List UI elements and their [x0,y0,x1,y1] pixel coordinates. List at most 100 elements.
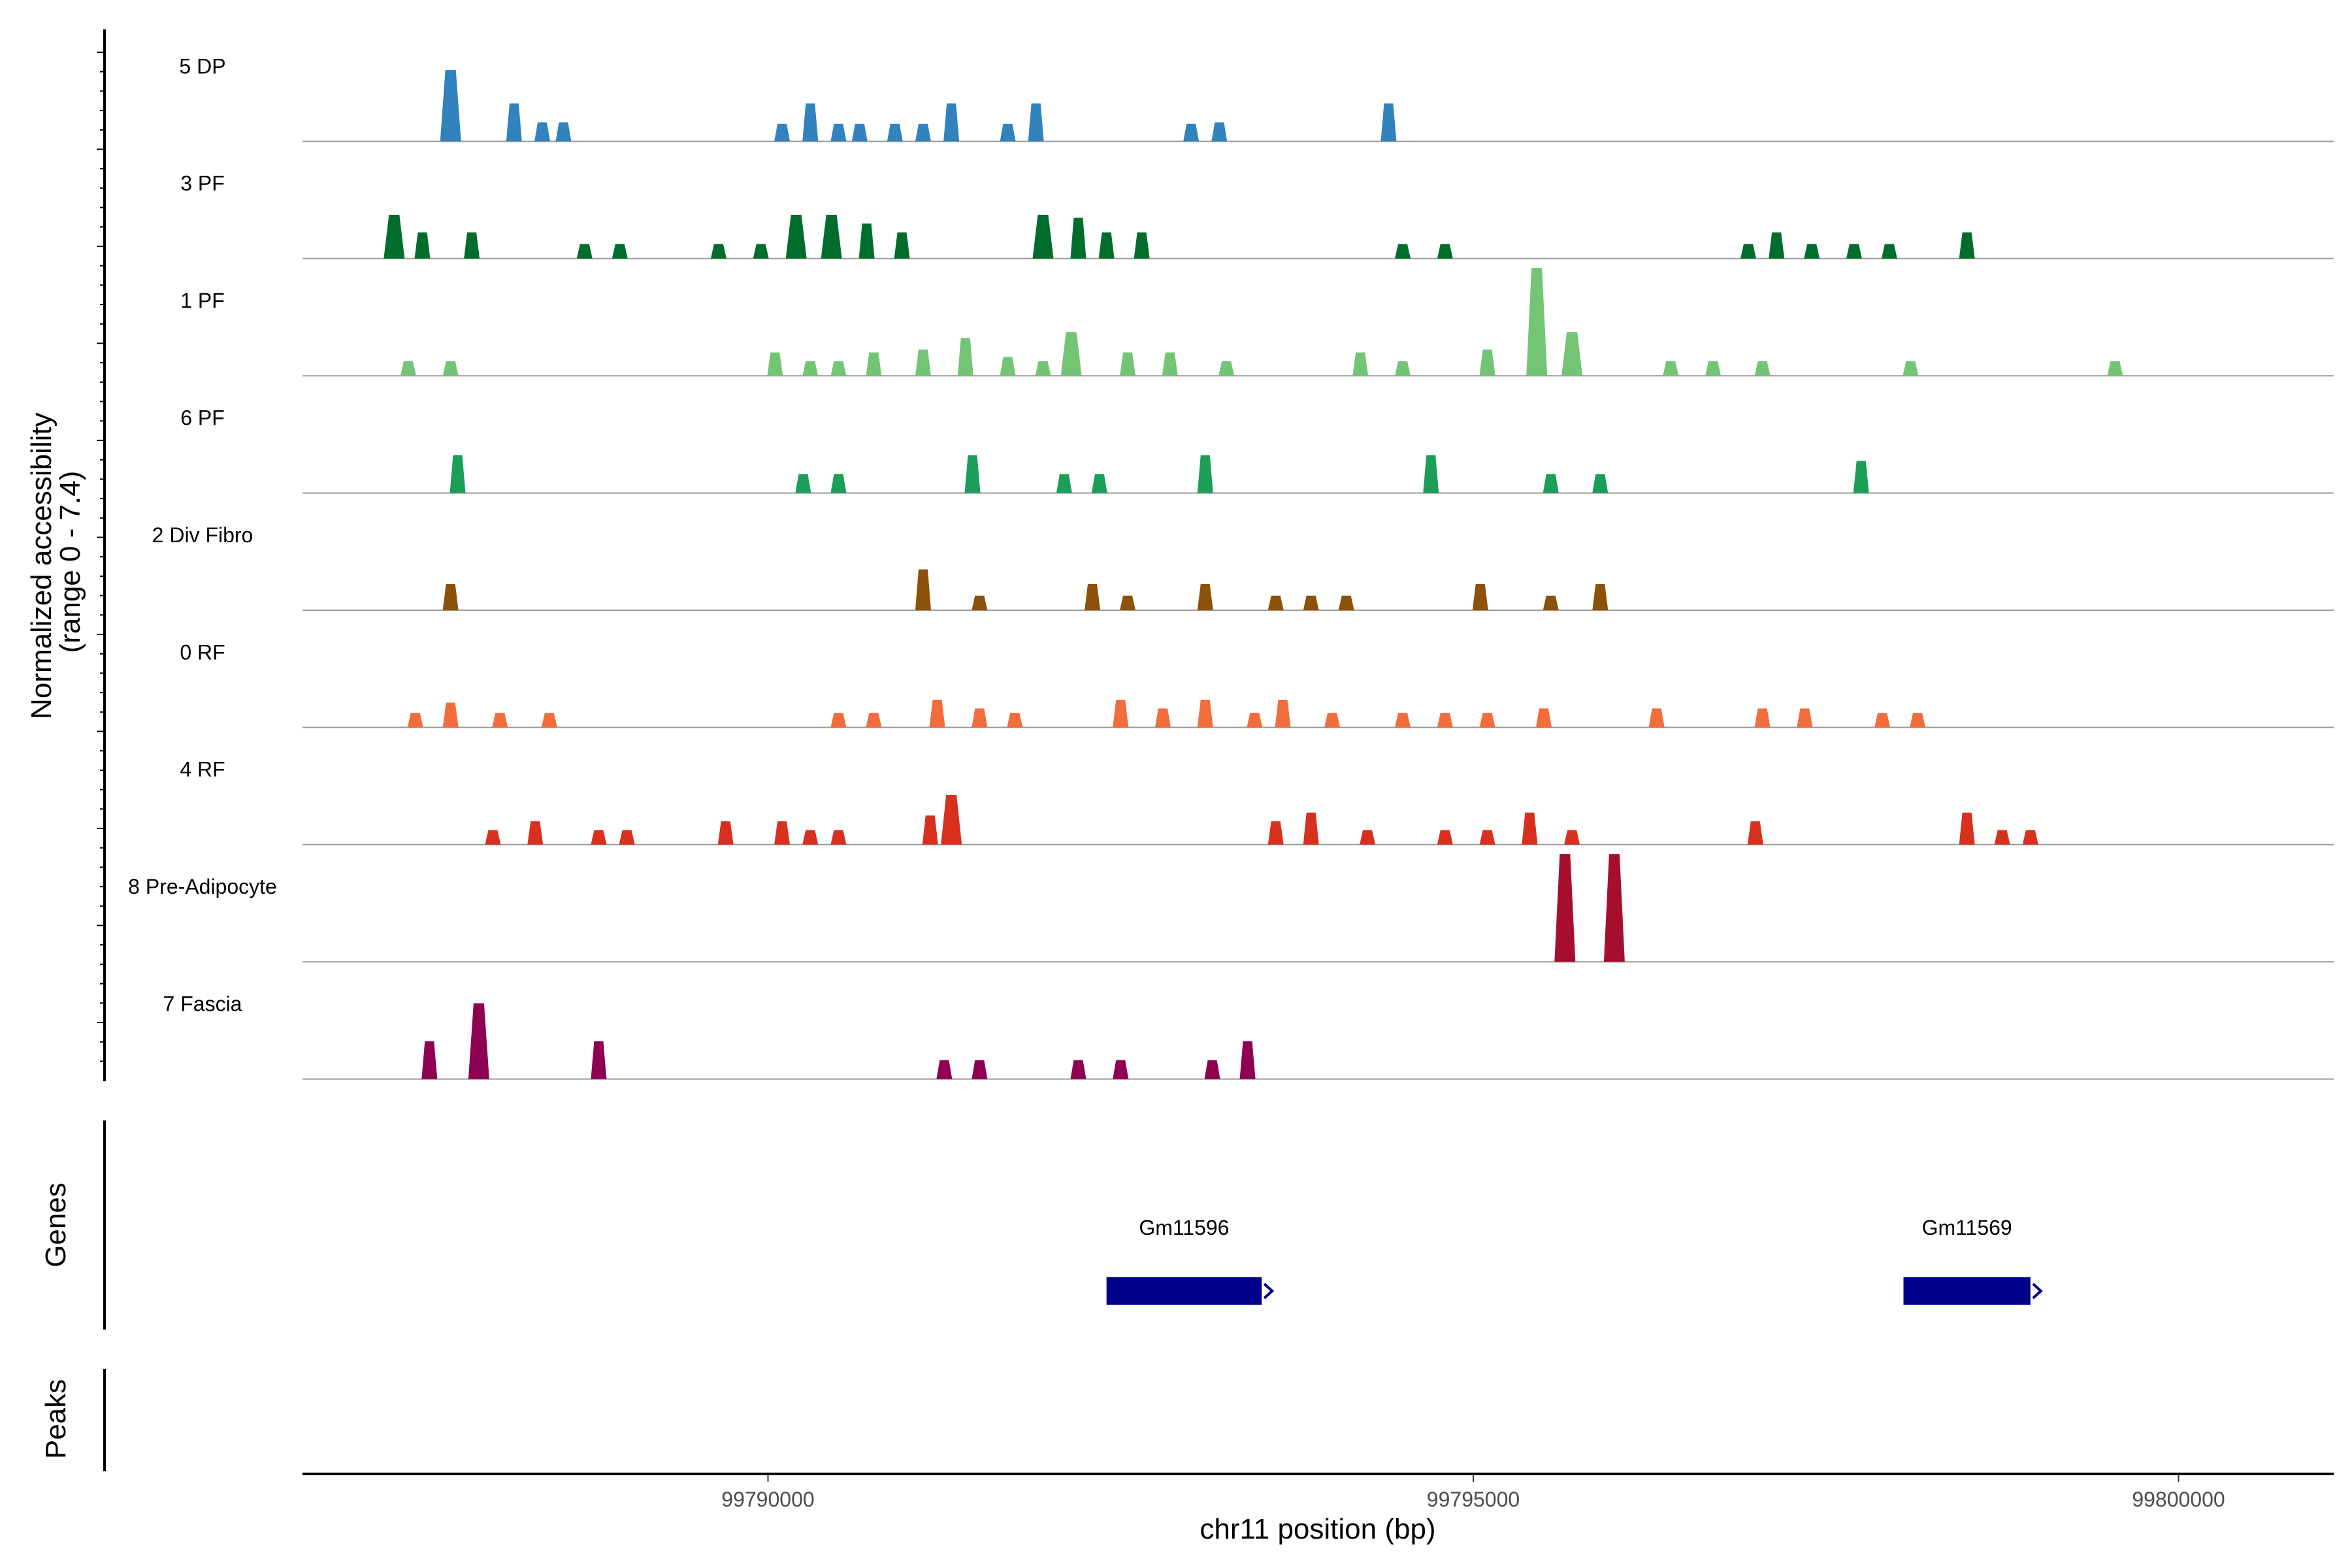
x-tick-label: 99790000 [721,1488,814,1511]
coverage-peak [915,350,931,376]
coverage-peak [710,244,727,259]
coverage-peak [795,474,811,493]
coverage-peak [1395,361,1411,376]
coverage-peak [1162,352,1178,376]
coverage-peak [1098,232,1115,259]
coverage-peak [1754,708,1771,728]
coverage-peak [1056,474,1072,493]
coverage-peak [449,455,466,493]
coverage-peak [1360,830,1376,845]
coverage-peak [1910,713,1926,728]
gene-body [1903,1277,2031,1305]
coverage-peak [619,830,635,845]
gene-label: Gm11596 [1139,1216,1229,1239]
track-label: 4 RF [180,758,225,781]
coverage-peak [1032,214,1054,259]
coverage-peak [1959,232,1975,259]
coverage-peak [802,103,819,142]
coverage-peak [1903,361,1919,376]
coverage-peak [821,214,842,259]
coverage-peak [717,821,734,845]
coverage-peak [1091,474,1107,493]
coverage-peak [2107,361,2123,376]
coverage-peak [1134,232,1150,259]
coverage-peak [400,361,416,376]
coverage-peak [1183,123,1200,142]
coverage-peak [541,713,557,728]
coverage-peak [612,244,628,259]
coverage-peak [1522,812,1538,845]
coverage-peak [464,232,480,259]
coverage-peak [1747,821,1763,845]
coverage-peak [922,815,938,845]
track-1-pf: 1 PF [180,268,2334,377]
coverage-peak [887,123,903,142]
strand-arrow-icon [1263,1282,1275,1299]
coverage-peak [1740,244,1757,259]
coverage-peak [1211,122,1228,142]
coverage-tracks: 5 DP 3 PF 1 PF 6 PF 2 Div Fibro 0 RF 4 RF 8 Pre… [128,54,2334,1080]
coverage-peak [591,1041,607,1079]
coverage-peak [440,70,461,142]
track-label: 0 RF [180,640,225,664]
coverage-peak [591,830,607,845]
coverage-peak [1070,218,1086,259]
coverage-peak [1769,232,1785,259]
x-tick-label: 99800000 [2132,1488,2225,1511]
coverage-peak [1479,830,1495,845]
coverage-peak [1113,700,1129,728]
coverage-peak [753,244,769,259]
coverage-peak [1535,708,1552,728]
genes-track: Gm11596 Gm11569 [1106,1216,2043,1305]
coverage-peak [1060,332,1082,376]
coverage-peak [407,713,423,728]
coverage-peak [1324,713,1341,728]
coverage-peak [972,1060,988,1079]
coverage-peak [1881,244,1897,259]
coverage-peak [830,713,847,728]
coverage-peak [1267,821,1284,845]
track-2-div-fibro: 2 Div Fibro [152,523,2334,611]
track-6-pf: 6 PF [180,406,2334,494]
coverage-peak [442,702,459,728]
track-5-dp: 5 DP [179,54,2334,142]
coverage-peak [555,122,572,142]
track-label: 3 PF [180,172,225,195]
y-axis-title: Normalized accessibility (range 0 - 7.4) [25,404,86,719]
coverage-peak [1380,103,1397,142]
track-label: 1 PF [180,289,225,312]
coverage-peak [1754,361,1771,376]
track-4-rf: 4 RF [180,758,2334,845]
coverage-peak [1853,461,1869,493]
coverage-peak [1648,708,1665,728]
coverage-peak [1592,474,1609,493]
coverage-peak [929,700,945,728]
coverage-peak [1000,357,1016,376]
coverage-peak [866,713,882,728]
coverage-peak [1247,713,1263,728]
coverage-peak [468,1003,489,1079]
coverage-peak [964,455,981,493]
coverage-peak [1007,713,1023,728]
coverage-peak [1204,1060,1220,1079]
coverage-peak [830,361,847,376]
track-label: 8 Pre-Adipocyte [128,875,277,898]
coverage-peak [943,103,960,142]
coverage-peak [1395,244,1411,259]
coverage-peak [1543,474,1559,493]
coverage-peak [1543,595,1559,610]
coverage-peak [534,122,551,142]
coverage-peak [830,474,847,493]
coverage-peak [941,794,962,845]
track-label: 7 Fascia [163,992,242,1016]
coverage-peak [1959,812,1975,845]
coverage-peak [1303,812,1319,845]
coverage-peak [2022,830,2038,845]
coverage-peak [774,821,791,845]
coverage-peak [1028,103,1044,142]
coverage-peak [1120,352,1136,376]
coverage-peak [767,352,783,376]
coverage-peak [830,830,847,845]
gene-gm11596: Gm11596 [1106,1216,1275,1305]
coverage-peak [1395,713,1411,728]
